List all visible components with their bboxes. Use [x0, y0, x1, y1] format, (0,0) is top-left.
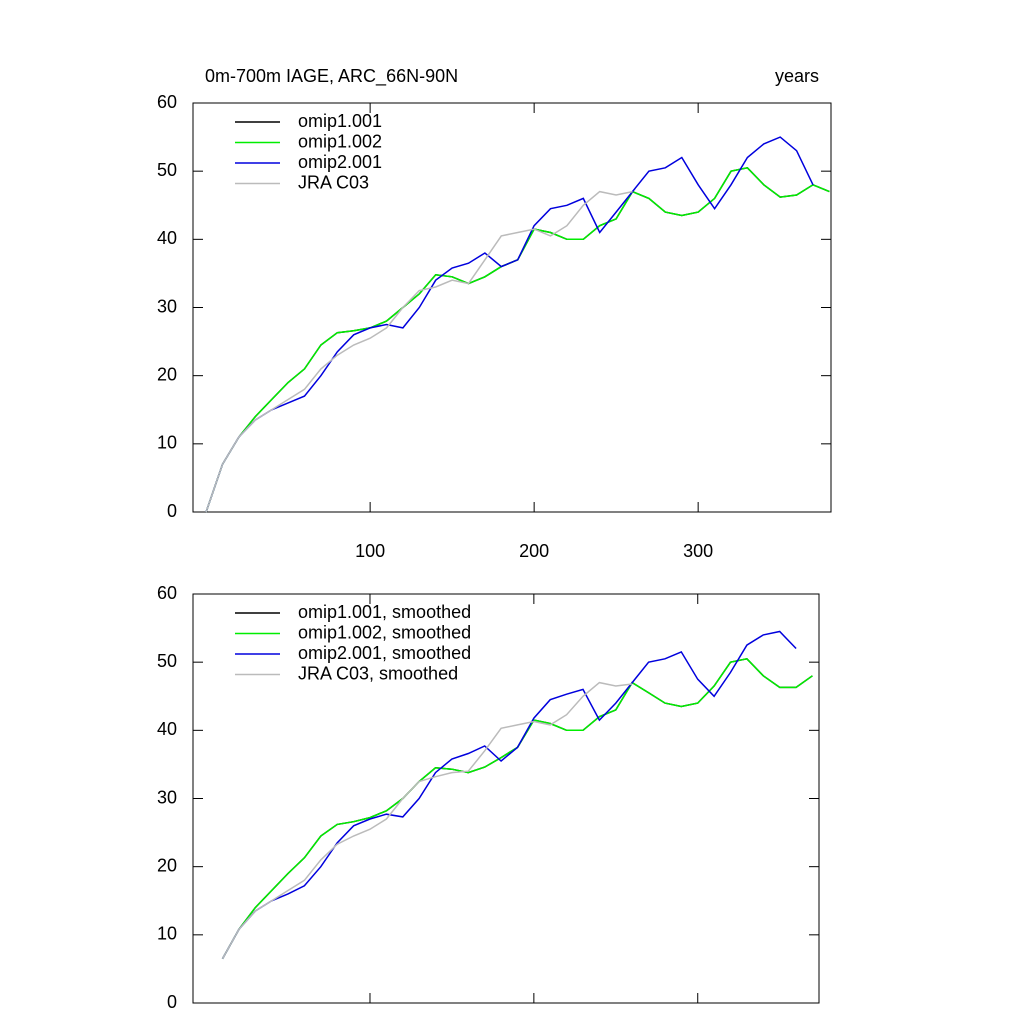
y-tick-label: 60: [157, 92, 177, 112]
series-line: [205, 166, 830, 513]
x-tick-label: 200: [519, 541, 549, 561]
y-tick-label: 0: [167, 501, 177, 521]
y-tick-label: 40: [157, 228, 177, 248]
series-line: [221, 681, 633, 960]
x-tick-label: 300: [683, 541, 713, 561]
x-tick-label: 100: [355, 541, 385, 561]
y-tick-label: 50: [157, 160, 177, 180]
legend-label: JRA C03, smoothed: [298, 663, 458, 683]
series-line: [205, 136, 814, 513]
y-tick-label: 40: [157, 719, 177, 739]
legend-label: JRA C03: [298, 172, 369, 192]
legend-label: omip2.001, smoothed: [298, 643, 471, 663]
y-tick-label: 50: [157, 651, 177, 671]
y-tick-label: 0: [167, 992, 177, 1012]
chart-title: 0m-700m IAGE, ARC_66N-90N: [205, 66, 458, 87]
legend-label: omip1.001: [298, 111, 382, 131]
y-tick-label: 10: [157, 433, 177, 453]
y-tick-label: 20: [157, 364, 177, 384]
y-tick-label: 10: [157, 924, 177, 944]
series-line: [221, 657, 813, 960]
legend-label: omip1.001, smoothed: [298, 602, 471, 622]
units-label: years: [775, 66, 819, 86]
series-line: [205, 166, 830, 513]
y-tick-label: 30: [157, 787, 177, 807]
plot-frame: [192, 593, 820, 1004]
series-line: [221, 630, 797, 960]
legend-label: omip2.001: [298, 152, 382, 172]
legend-label: omip1.002, smoothed: [298, 622, 471, 642]
legend-label: omip1.002: [298, 131, 382, 151]
y-tick-label: 30: [157, 296, 177, 316]
y-tick-label: 60: [157, 583, 177, 603]
y-tick-label: 20: [157, 855, 177, 875]
plot-frame: [192, 102, 832, 513]
series-line: [205, 190, 633, 513]
series-line: [221, 657, 813, 960]
